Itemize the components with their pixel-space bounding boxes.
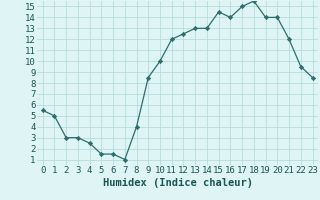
X-axis label: Humidex (Indice chaleur): Humidex (Indice chaleur) (103, 178, 252, 188)
